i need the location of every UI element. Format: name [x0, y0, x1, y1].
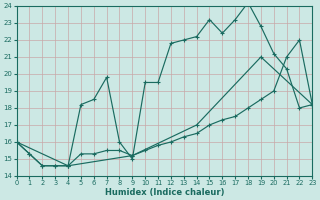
- X-axis label: Humidex (Indice chaleur): Humidex (Indice chaleur): [105, 188, 224, 197]
